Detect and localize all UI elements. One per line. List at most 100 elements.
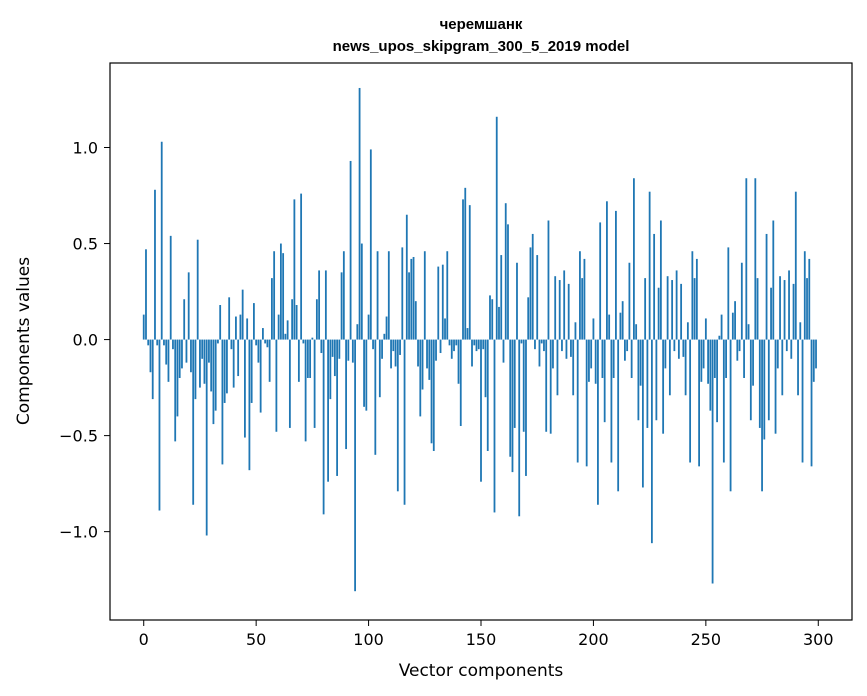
bar — [713, 339, 716, 378]
bar — [648, 191, 651, 340]
bar — [421, 339, 424, 390]
bar — [358, 87, 361, 340]
bar — [608, 314, 611, 340]
x-tick-label: 150 — [466, 630, 497, 649]
bar — [194, 339, 197, 400]
bar — [749, 339, 752, 421]
bar — [695, 258, 698, 340]
bar — [502, 339, 505, 363]
bar — [338, 339, 341, 359]
bar — [630, 339, 633, 378]
bar — [223, 339, 226, 403]
bar — [156, 339, 159, 346]
bar — [716, 339, 718, 423]
bar — [275, 339, 278, 432]
y-tick-label: 0.5 — [73, 235, 98, 254]
bar — [230, 339, 233, 350]
bar — [772, 220, 775, 340]
bar — [536, 255, 539, 340]
bar — [381, 339, 383, 359]
bar — [516, 262, 518, 340]
bar — [740, 262, 743, 340]
bar — [462, 199, 464, 340]
bar — [219, 305, 222, 340]
bar — [810, 339, 813, 467]
bar — [525, 339, 527, 476]
bar — [792, 283, 795, 340]
bar — [448, 339, 451, 346]
bar — [731, 312, 734, 340]
bar — [475, 339, 478, 352]
bar — [556, 339, 559, 396]
bar — [217, 339, 219, 344]
x-tick-label: 300 — [803, 630, 834, 649]
bar — [212, 339, 215, 425]
bar — [754, 178, 757, 340]
bar — [354, 339, 356, 592]
bar — [576, 339, 579, 463]
bar — [270, 278, 273, 340]
bar — [779, 276, 781, 340]
bar — [788, 270, 790, 340]
x-tick-label: 250 — [691, 630, 722, 649]
bar — [545, 339, 548, 432]
bar — [165, 339, 168, 365]
bar — [291, 299, 294, 340]
bar — [396, 339, 399, 492]
bar — [408, 272, 410, 340]
bar — [655, 339, 658, 421]
bar — [547, 220, 550, 340]
bar — [702, 339, 705, 369]
bar — [239, 314, 242, 340]
bar — [394, 339, 397, 367]
bar — [610, 339, 613, 463]
bar — [385, 316, 388, 340]
bar — [160, 141, 163, 340]
bar — [167, 339, 170, 382]
bar — [444, 318, 446, 340]
bar — [603, 339, 606, 423]
bar — [374, 339, 377, 455]
bar — [561, 339, 563, 352]
bar — [246, 318, 249, 340]
x-axis-label: Vector components — [399, 661, 564, 681]
bar — [268, 339, 271, 382]
bar — [255, 339, 258, 346]
bar — [329, 339, 332, 400]
bar — [752, 339, 754, 386]
bar — [356, 324, 359, 340]
bar — [266, 339, 269, 348]
bar — [196, 239, 199, 340]
bar — [345, 339, 347, 450]
bar — [226, 339, 228, 394]
bar — [797, 339, 799, 396]
bar — [581, 278, 584, 340]
bar — [466, 328, 469, 340]
bar — [311, 337, 314, 340]
bar — [554, 276, 557, 340]
bar — [729, 339, 732, 492]
bar — [187, 272, 190, 340]
bar — [302, 339, 305, 344]
bar — [529, 247, 532, 340]
bar — [455, 339, 458, 346]
bar — [297, 339, 300, 382]
bar — [336, 339, 338, 476]
bar — [293, 199, 296, 340]
bar — [756, 278, 759, 340]
bar — [340, 272, 343, 340]
bar — [491, 299, 494, 340]
bar — [538, 339, 541, 367]
bar — [464, 187, 467, 340]
bar — [457, 339, 460, 384]
bar — [691, 251, 694, 340]
x-tick-label: 50 — [246, 630, 266, 649]
bar — [414, 301, 417, 340]
bar — [468, 205, 471, 340]
bar — [471, 339, 473, 367]
bar — [682, 339, 685, 357]
bar — [417, 339, 419, 367]
bar — [423, 251, 426, 340]
bar — [722, 339, 725, 463]
